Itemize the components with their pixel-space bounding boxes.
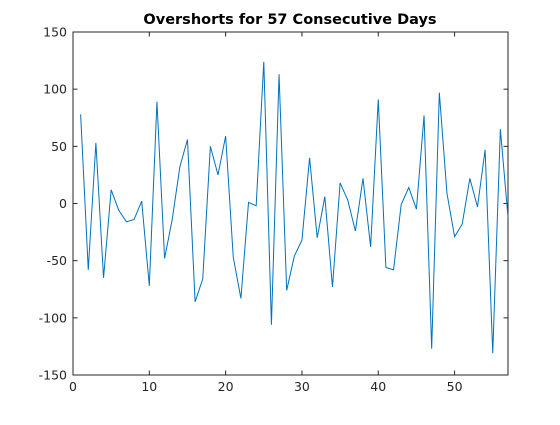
y-tick-label: 0 [59,196,67,211]
series-line [80,61,509,354]
y-tick-label: 150 [43,25,67,40]
series-layer [80,61,509,354]
x-tick-label: 30 [294,379,310,394]
y-tick-label: 50 [51,139,67,154]
axes-box [72,31,509,376]
axis-ticks [72,31,508,376]
chart-title: Overshorts for 57 Consecutive Days [143,12,436,28]
x-tick-label: 20 [218,379,234,394]
y-tick-label: -100 [39,310,67,325]
axis-tick-labels: 0 10 20 30 40 50 150 100 50 0 -50 -100 -150 [39,25,463,395]
x-tick-label: 10 [141,379,157,394]
x-tick-label: 40 [370,379,386,394]
x-tick-label: 50 [447,379,463,394]
y-tick-label: -150 [39,368,67,383]
x-tick-label: 0 [69,379,77,394]
y-tick-label: -50 [47,253,67,268]
y-tick-label: 100 [43,82,67,97]
